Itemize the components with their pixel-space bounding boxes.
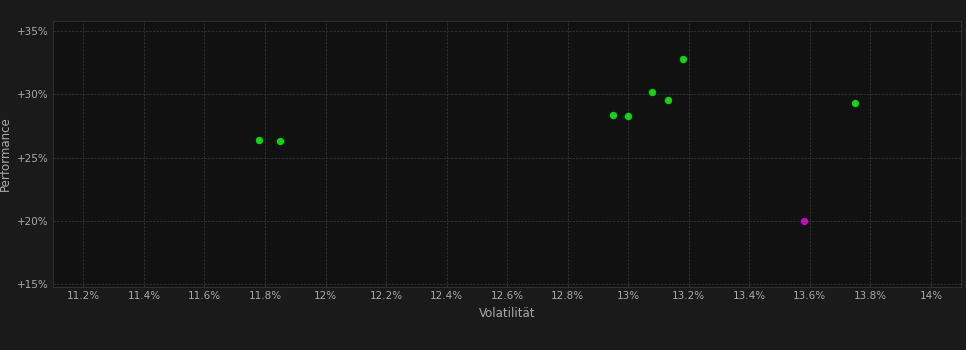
Point — [847, 100, 863, 106]
X-axis label: Volatilität: Volatilität — [479, 307, 535, 320]
Point — [675, 56, 691, 62]
Point — [606, 112, 621, 118]
Point — [251, 137, 267, 143]
Point — [620, 113, 636, 119]
Point — [660, 97, 675, 102]
Point — [644, 89, 660, 95]
Point — [796, 218, 811, 224]
Y-axis label: Performance: Performance — [0, 117, 12, 191]
Point — [272, 139, 288, 144]
